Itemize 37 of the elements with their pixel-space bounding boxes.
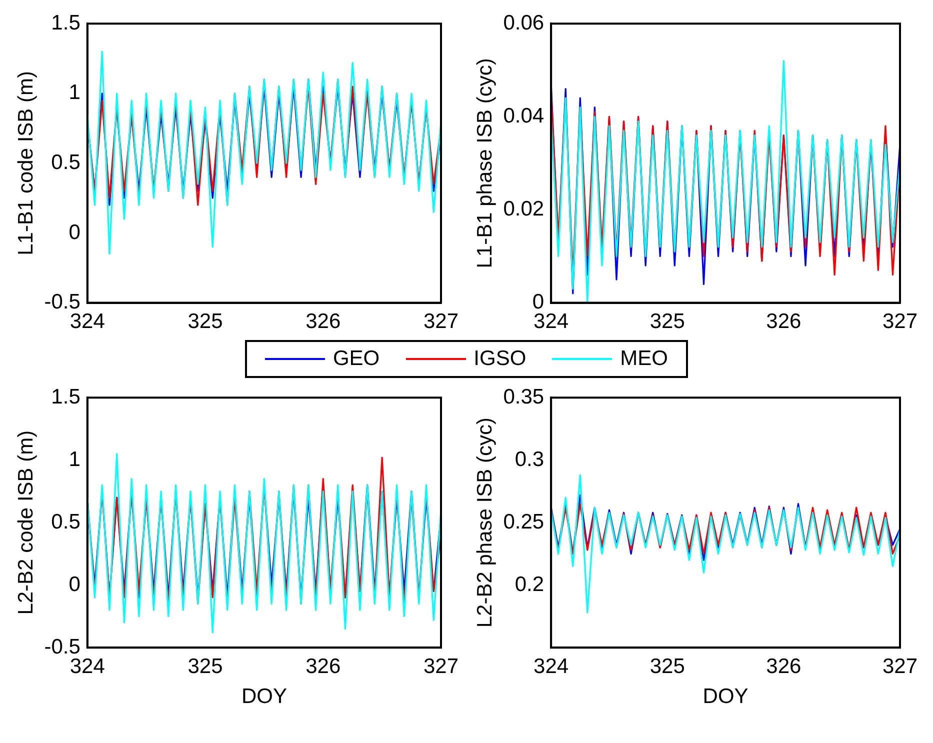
y-tick-label: 0.2	[514, 572, 544, 596]
x-tick-label: 327	[882, 654, 918, 678]
y-tick-label: 0.3	[514, 448, 544, 471]
y-tick-label: 0	[68, 572, 80, 596]
y-tick-label: 0.04	[503, 104, 544, 128]
y-tick-label: 0.5	[51, 150, 80, 174]
y-tick-label: 1	[68, 81, 80, 104]
x-tick-label: 326	[306, 310, 341, 334]
x-tick-label: 327	[423, 654, 459, 678]
y-tick-label: 0.5	[51, 510, 80, 534]
y-axis-title: L1-B1 code ISB (m)	[14, 70, 38, 256]
legend-label: MEO	[620, 347, 668, 371]
x-tick-label: 325	[188, 310, 223, 334]
x-axis-title: DOY	[241, 685, 287, 708]
x-tick-label: 325	[650, 310, 685, 334]
x-axis-title: DOY	[702, 685, 748, 708]
x-tick-label: 325	[650, 654, 685, 678]
y-tick-label: 0.02	[503, 198, 544, 221]
legend-label: IGSO	[474, 347, 526, 371]
y-tick-label: 0.35	[503, 385, 544, 408]
legend-label: GEO	[332, 347, 380, 371]
x-tick-label: 326	[766, 654, 802, 678]
x-tick-label: 324	[534, 654, 569, 678]
y-axis-title: L2-B2 code ISB (m)	[14, 430, 38, 615]
y-axis-title: L2-B2 phase ISB (cyc)	[473, 418, 496, 628]
x-tick-label: 326	[306, 654, 341, 678]
y-tick-label: 0	[68, 220, 80, 244]
x-tick-label: 326	[766, 310, 802, 334]
x-tick-label: 327	[423, 310, 459, 334]
y-tick-label: 1	[68, 448, 80, 471]
x-tick-label: 325	[188, 654, 223, 678]
y-axis-title: L1-B1 phase ISB (cyc)	[473, 58, 496, 268]
x-tick-label: 327	[882, 310, 918, 334]
y-tick-label: 1.5	[51, 11, 80, 34]
y-tick-label: 0.06	[503, 11, 544, 34]
y-tick-label: 0.25	[503, 510, 544, 534]
y-tick-label: 1.5	[51, 385, 80, 408]
